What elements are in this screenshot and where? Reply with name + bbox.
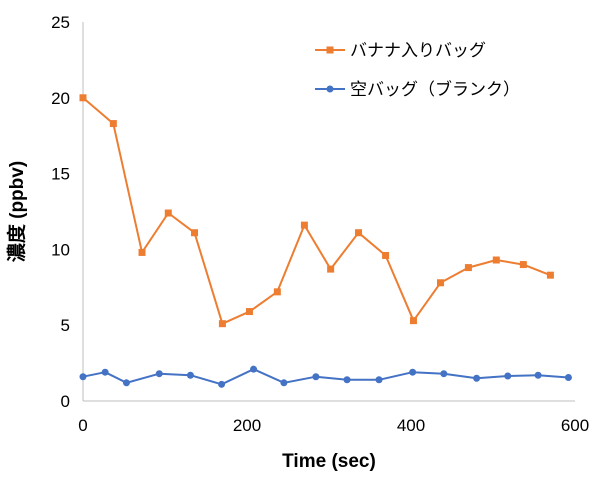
data-point — [109, 120, 117, 128]
data-point — [122, 379, 130, 387]
data-point — [79, 373, 87, 381]
data-point — [382, 251, 390, 259]
data-point — [300, 221, 308, 229]
data-point — [437, 279, 445, 287]
axes — [82, 22, 575, 402]
x-tick-label: 600 — [561, 416, 589, 435]
x-tick-labels: 0 200 400 600 — [78, 416, 589, 435]
data-point — [186, 371, 194, 379]
x-tick-label: 0 — [78, 416, 87, 435]
y-tick-labels: 0 5 10 15 20 25 — [51, 13, 70, 411]
data-point — [273, 288, 281, 296]
data-point — [218, 380, 226, 388]
series-0 — [79, 94, 554, 328]
legend-marker-empty-bag — [326, 85, 334, 93]
data-point — [440, 370, 448, 378]
data-point — [519, 261, 527, 269]
y-tick-label: 15 — [51, 165, 70, 184]
series-1 — [79, 365, 572, 388]
data-point — [138, 248, 146, 256]
data-point — [312, 373, 320, 381]
data-point — [79, 94, 87, 102]
series-line — [82, 368, 569, 386]
y-tick-label: 25 — [51, 13, 70, 32]
data-point — [164, 209, 172, 217]
y-tick-label: 10 — [51, 240, 70, 259]
x-tick-label: 200 — [233, 416, 261, 435]
legend-label-empty-bag: 空バッグ（ブランク） — [350, 79, 520, 100]
series — [79, 94, 572, 388]
y-tick-label: 20 — [51, 89, 70, 108]
data-point — [546, 271, 554, 279]
y-tick-label: 0 — [61, 392, 70, 411]
data-point — [245, 308, 253, 316]
data-point — [191, 229, 199, 237]
data-point — [492, 256, 500, 264]
series-line — [82, 97, 551, 325]
y-tick-label: 5 — [61, 316, 70, 335]
x-axis-title: Time (sec) — [282, 451, 376, 472]
data-point — [473, 374, 481, 382]
legend-item-empty-bag: 空バッグ（ブランク） — [315, 79, 520, 100]
legend-item-banana-bag: バナナ入りバッグ — [315, 41, 486, 61]
y-axis-title: 濃度 (ppbv) — [5, 161, 28, 262]
data-point — [564, 374, 572, 382]
data-point — [155, 370, 163, 378]
data-point — [464, 264, 472, 272]
data-point — [534, 371, 542, 379]
data-point — [343, 376, 351, 384]
data-point — [409, 317, 417, 325]
data-point — [280, 379, 288, 387]
legend-marker-banana-bag — [326, 46, 334, 54]
data-point — [409, 368, 417, 376]
data-point — [375, 376, 383, 384]
data-point — [327, 265, 335, 273]
data-point — [101, 368, 109, 376]
x-tick-label: 400 — [397, 416, 425, 435]
data-point — [218, 320, 226, 328]
legend: バナナ入りバッグ 空バッグ（ブランク） — [315, 41, 520, 100]
data-point — [504, 372, 512, 380]
data-point — [250, 365, 258, 373]
data-point — [355, 229, 363, 237]
legend-label-banana-bag: バナナ入りバッグ — [350, 41, 486, 61]
